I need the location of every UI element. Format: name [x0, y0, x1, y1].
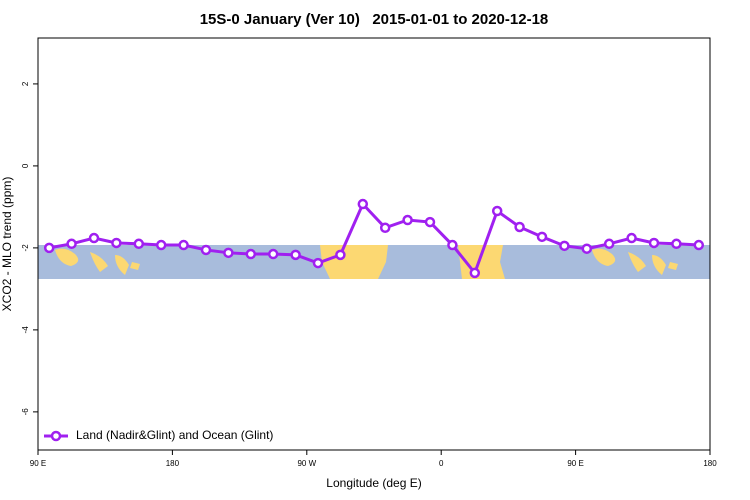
point — [88, 232, 100, 244]
point — [178, 239, 189, 251]
point — [43, 242, 55, 254]
point — [335, 249, 346, 261]
point — [66, 238, 77, 250]
y-tick-label: 2 — [21, 81, 30, 86]
point — [111, 237, 122, 249]
y-tick-label: -6 — [21, 408, 30, 416]
plot-frame — [37, 37, 711, 451]
point — [648, 237, 660, 249]
legend-marker — [50, 430, 62, 442]
y-axis-label: XCO2 - MLO trend (ppm) — [0, 177, 14, 312]
map-background — [38, 245, 710, 279]
point — [581, 243, 593, 254]
point — [267, 248, 279, 260]
point — [402, 214, 413, 226]
point — [379, 222, 391, 234]
point — [133, 238, 145, 250]
point — [357, 198, 369, 210]
point — [155, 239, 167, 251]
point — [491, 205, 503, 217]
point — [290, 249, 301, 261]
y-tick-label: 0 — [21, 163, 30, 168]
point — [245, 248, 257, 260]
point — [447, 239, 458, 251]
point — [469, 267, 481, 279]
chart-title: 15S-0 January (Ver 10) 2015-01-01 to 202… — [200, 11, 549, 28]
x-tick-label: 90 E — [567, 459, 583, 468]
point — [514, 221, 525, 233]
x-tick-label: 90 W — [297, 459, 316, 468]
point — [223, 247, 234, 259]
point — [559, 240, 570, 252]
y-tick-label: -2 — [21, 244, 30, 252]
x-tick-label: 180 — [166, 459, 180, 468]
point — [693, 239, 705, 251]
point — [424, 216, 436, 228]
x-axis-label: Longitude (deg E) — [326, 476, 421, 490]
point — [200, 244, 212, 256]
x-tick-label: 90 E — [30, 459, 46, 468]
legend-label: Land (Nadir&Glint) and Ocean (Glint) — [76, 428, 273, 442]
x-tick-label: 0 — [439, 459, 444, 468]
legend-item: Land (Nadir&Glint) and Ocean (Glint) — [44, 428, 273, 442]
point — [671, 238, 682, 250]
point — [626, 232, 637, 244]
point — [536, 231, 548, 243]
x-tick-label: 180 — [703, 459, 717, 468]
point — [603, 238, 615, 250]
y-tick-label: -4 — [21, 326, 30, 334]
point — [312, 257, 324, 269]
